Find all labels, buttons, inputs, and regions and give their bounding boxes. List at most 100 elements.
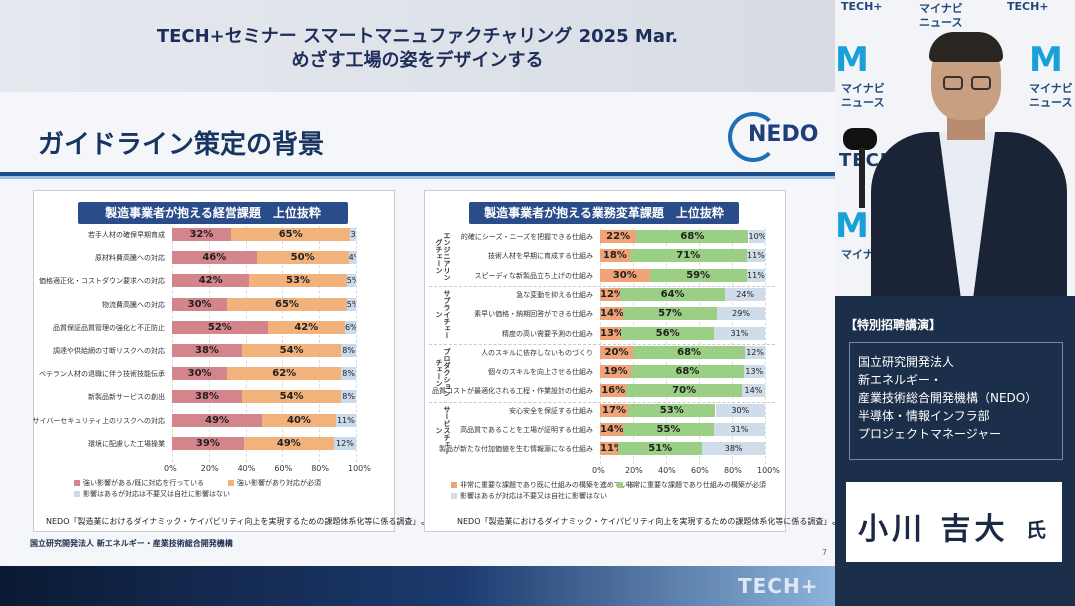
bar-segment: 14% [600,307,624,321]
bar-segment: 11% [746,249,765,263]
legend-label: 影響はあるが対応は不要又は自社に影響はない [83,490,230,498]
bar-segment: 13% [600,326,622,340]
bar-segment: 12% [333,436,356,450]
backdrop-text: マイナビ [1029,82,1073,95]
bar-segment: 64% [619,287,726,301]
x-tick-label: 60% [691,465,709,475]
bar-segment: 38% [172,344,242,357]
bar-segment: 3% [350,228,356,241]
bar-segment: 24% [725,287,765,301]
bar-segment: 53% [628,403,716,417]
legend-item: 非常に重要な課題であり既に仕組みの構築を進めている [451,480,635,490]
backdrop-text: マイナビ [841,82,885,95]
bar-segment: 11% [600,442,619,456]
x-tick-label: 40% [658,465,676,475]
speaker-video: TECH+ マイナビ ニュース TECH+ M マイナビ ニュース M マイナビ… [835,0,1075,296]
bar-segment: 54% [241,390,342,404]
bar-segment: 42% [267,320,345,334]
bar-segment: 49% [243,436,334,450]
row-label: 個々のスキルを向上させる仕組み [488,368,593,377]
x-tick-label: 60% [274,464,293,473]
bar-segment: 56% [621,326,714,340]
chart-source: NEDO「製造業におけるダイナミック・ケイパビリティ向上を実現するための課題体系… [457,517,835,526]
row-label: 品質コストが最適化される工程・作業設計の仕組み [432,387,593,396]
chart-title: 製造事業者が抱える経営課題 上位抜粋 [78,202,348,224]
bar-segment: 8% [341,390,356,404]
bar-segment: 5% [346,297,356,311]
legend-label: 強い影響があり対応が必須 [237,479,321,487]
bar-segment: 51% [618,442,703,456]
row-label: 品質保証品質管理の強化と不正防止 [53,323,165,332]
row-label: 的確にシーズ・ニーズを把握できる仕組み [460,233,593,241]
bar-segment: 39% [172,436,244,450]
chart-title: 製造事業者が抱える業務変革課題 上位抜粋 [469,202,739,224]
speaker-figure [871,32,1067,296]
bar-segment: 14% [600,423,624,436]
bar-segment: 68% [636,230,749,243]
nedo-logo: NEDO [726,110,826,164]
chart-source: NEDO「製造業におけるダイナミック・ケイパビリティ向上を実現するための課題体系… [46,517,437,526]
glasses-icon [943,76,963,90]
x-tick-label: 100% [757,465,780,475]
affiliation-line: 新エネルギー・ [858,373,943,387]
bar-segment: 20% [600,345,633,359]
row-label: 若手人材の確保早期育成 [88,231,165,239]
bar-segment: 65% [227,297,347,311]
lecture-tag: 【特別招聘講演】 [845,318,942,332]
affiliation-box: 国立研究開発法人 新エネルギー・ 産業技術総合開発機構（NEDO） 半導体・情報… [849,342,1063,460]
bar-segment: 38% [702,442,765,456]
row-label: 物流費高騰への対応 [102,300,165,309]
x-tick-label: 100% [348,464,371,473]
row-label: 素早い価格・納期回答ができる仕組み [474,310,593,319]
bar-segment: 59% [649,268,747,282]
bar-segment: 38% [172,390,242,404]
bar-segment: 57% [623,307,718,321]
legend-item: 影響はあるが対応は不要又は自社に影響はない [74,489,230,499]
backdrop-text: ニュース [1029,96,1073,109]
legend-item: 強い影響がある/既に対応を行っている [74,478,204,488]
speaker-info: 【特別招聘講演】 国立研究開発法人 新エネルギー・ 産業技術総合開発機構（NED… [845,316,1067,462]
row-label: ベテラン人材の退職に伴う技術技能伝承 [39,370,165,379]
legend-swatch [74,491,80,497]
bar-segment: 40% [262,413,336,427]
bar-segment: 11% [335,413,356,427]
x-tick-label: 0% [592,465,605,475]
bar-segment: 49% [172,413,263,427]
backdrop-text: ニュース [841,96,885,109]
speaker-hair [929,32,1003,62]
bar-segment: 11% [746,268,765,282]
gridline [765,228,766,464]
bar-segment: 4% [348,251,356,265]
chart-panel-management: 製造事業者が抱える経営課題 上位抜粋 0% 20% 40% 60% 80% 100% 若手人… [32,190,436,532]
bar-segment: 31% [713,423,765,436]
bar-segment: 55% [623,423,714,436]
bar-segment: 46% [172,251,257,265]
tech-logo: TECH+ [738,574,819,598]
bar-segment: 18% [600,249,630,263]
bar-segment: 16% [600,384,627,398]
bar-segment: 31% [713,326,765,340]
group-divider [429,285,775,287]
chart-panel-business: 製造事業者が抱える業務変革課題 上位抜粋 0% 20% 40% 60% 80% 100% エ… [424,190,835,532]
row-label: 製品が新たな付加価値を生む情報源になる仕組み [439,445,593,454]
group-divider [429,401,775,403]
bar-segment: 8% [341,344,356,357]
speaker-name-box: 小川 吉大 氏 [846,482,1062,562]
microphone-stand [859,148,865,208]
legend-label: 非常に重要な課題であり仕組みの構築が必須 [626,480,766,489]
mynavi-m-logo-icon: M [1029,40,1063,80]
page-number: 7 [822,548,828,557]
row-label: スピーディな新製品立ち上げの仕組み [474,271,593,280]
legend-label: 非常に重要な課題であり既に仕組みの構築を進めている [460,480,635,489]
bar-segment: 17% [600,403,629,417]
legend-item: 非常に重要な課題であり仕組みの構築が必須 [617,480,766,490]
bar-segment: 52% [172,320,268,334]
row-label: サイバーセキュリティ上のリスクへの対応 [32,416,165,425]
bar-segment: 71% [629,249,747,263]
legend-item: 強い影響があり対応が必須 [228,478,321,488]
bar-segment: 54% [241,344,342,357]
row-label: 高品質であることを工場が証明する仕組み [460,426,593,434]
legend-swatch [74,480,80,486]
legend-label: 強い影響がある/既に対応を行っている [83,479,205,487]
bar-segment: 12% [745,345,765,359]
